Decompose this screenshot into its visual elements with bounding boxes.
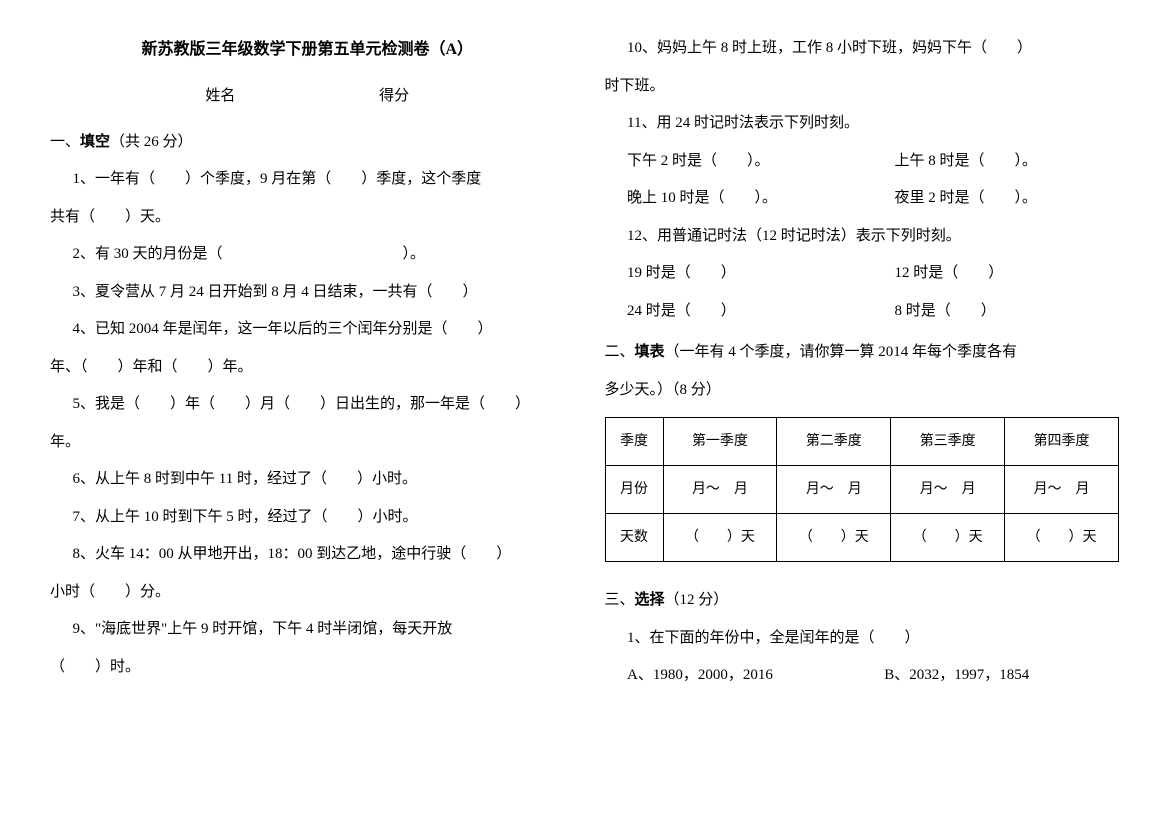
q12-row2: 24 时是（ ） 8 时是（ ） — [605, 293, 1120, 331]
q11-b: 上午 8 时是（ ）。 — [872, 143, 1037, 181]
quarter-table: 季度 第一季度 第二季度 第三季度 第四季度 月份 月～ 月 月～ 月 月～ 月… — [605, 417, 1120, 562]
left-column: 新苏教版三年级数学下册第五单元检测卷（A） 姓名 得分 一、填空（共 26 分）… — [50, 30, 565, 796]
s3-q1: 1、在下面的年份中，全是闰年的是（ ） — [605, 620, 1120, 658]
table-cell: 月～ 月 — [777, 466, 891, 514]
section3-bold: 选择 — [635, 592, 665, 608]
q3: 3、夏令营从 7 月 24 日开始到 8 月 4 日结束，一共有（ ） — [50, 274, 565, 312]
q12-b: 12 时是（ ） — [872, 255, 1003, 293]
table-cell: （ ）天 — [663, 514, 777, 562]
q11-row1: 下午 2 时是（ ）。 上午 8 时是（ ）。 — [605, 143, 1120, 181]
right-column: 10、妈妈上午 8 时上班，工作 8 小时下班，妈妈下午（ ） 时下班。 11、… — [605, 30, 1120, 796]
table-cell: （ ）天 — [777, 514, 891, 562]
q11: 11、用 24 时记时法表示下列时刻。 — [605, 105, 1120, 143]
score-label: 得分 — [379, 78, 409, 116]
section1-prefix: 一、 — [50, 134, 80, 150]
q2: 2、有 30 天的月份是（ ）。 — [50, 236, 565, 274]
section3-suffix: （12 分） — [665, 592, 729, 608]
page-container: 新苏教版三年级数学下册第五单元检测卷（A） 姓名 得分 一、填空（共 26 分）… — [50, 30, 1119, 796]
table-cell: 月～ 月 — [1005, 466, 1119, 514]
section1-suffix: （共 26 分） — [110, 134, 193, 150]
q7: 7、从上午 10 时到下午 5 时，经过了（ ）小时。 — [50, 499, 565, 537]
q11-a: 下午 2 时是（ ）。 — [605, 143, 873, 181]
table-cell: 第四季度 — [1005, 418, 1119, 466]
q9-cont: （ ）时。 — [50, 649, 565, 687]
q12-d: 8 时是（ ） — [872, 293, 996, 331]
table-cell: 月份 — [605, 466, 663, 514]
section2-bold: 填表 — [635, 344, 665, 360]
q1: 1、一年有（ ）个季度，9 月在第（ ）季度，这个季度 — [50, 161, 565, 199]
q10: 10、妈妈上午 8 时上班，工作 8 小时下班，妈妈下午（ ） — [605, 30, 1120, 68]
q5-cont: 年。 — [50, 424, 565, 462]
name-label: 姓名 — [205, 78, 235, 116]
section3-header: 三、选择（12 分） — [605, 582, 1120, 620]
table-cell: （ ）天 — [1005, 514, 1119, 562]
q12: 12、用普通记时法（12 时记时法）表示下列时刻。 — [605, 218, 1120, 256]
table-cell: 第二季度 — [777, 418, 891, 466]
section2-suffix: （一年有 4 个季度，请你算一算 2014 年每个季度各有 — [665, 344, 1018, 360]
s3-q1-options: A、1980，2000，2016 B、2032，1997，1854 — [605, 657, 1120, 695]
section1-bold: 填空 — [80, 134, 110, 150]
q11-row2: 晚上 10 时是（ ）。 夜里 2 时是（ ）。 — [605, 180, 1120, 218]
name-score-row: 姓名 得分 — [50, 78, 565, 116]
q9: 9、"海底世界"上午 9 时开馆，下午 4 时半闭馆，每天开放 — [50, 611, 565, 649]
s3-q1-optB: B、2032，1997，1854 — [862, 657, 1030, 695]
table-cell: 月～ 月 — [891, 466, 1005, 514]
section2-prefix: 二、 — [605, 344, 635, 360]
q4: 4、已知 2004 年是闰年，这一年以后的三个闰年分别是（ ） — [50, 311, 565, 349]
section3-prefix: 三、 — [605, 592, 635, 608]
q5: 5、我是（ ）年（ ）月（ ）日出生的，那一年是（ ） — [50, 386, 565, 424]
section1-header: 一、填空（共 26 分） — [50, 124, 565, 162]
table-row: 月份 月～ 月 月～ 月 月～ 月 月～ 月 — [605, 466, 1119, 514]
table-row: 天数 （ ）天 （ ）天 （ ）天 （ ）天 — [605, 514, 1119, 562]
section2-header: 二、填表（一年有 4 个季度，请你算一算 2014 年每个季度各有 — [605, 334, 1120, 372]
table-row: 季度 第一季度 第二季度 第三季度 第四季度 — [605, 418, 1119, 466]
q11-d: 夜里 2 时是（ ）。 — [872, 180, 1037, 218]
q8-cont: 小时（ ）分。 — [50, 574, 565, 612]
table-cell: 第三季度 — [891, 418, 1005, 466]
table-cell: （ ）天 — [891, 514, 1005, 562]
table-cell: 天数 — [605, 514, 663, 562]
table-cell: 季度 — [605, 418, 663, 466]
s3-q1-optA: A、1980，2000，2016 — [605, 657, 862, 695]
q1-cont: 共有（ ）天。 — [50, 199, 565, 237]
table-cell: 第一季度 — [663, 418, 777, 466]
q8: 8、火车 14：00 从甲地开出，18：00 到达乙地，途中行驶（ ） — [50, 536, 565, 574]
table-cell: 月～ 月 — [663, 466, 777, 514]
q12-a: 19 时是（ ） — [605, 255, 873, 293]
section2-cont: 多少天。）（8 分） — [605, 372, 1120, 410]
q6: 6、从上午 8 时到中午 11 时，经过了（ ）小时。 — [50, 461, 565, 499]
q11-c: 晚上 10 时是（ ）。 — [605, 180, 873, 218]
exam-title: 新苏教版三年级数学下册第五单元检测卷（A） — [50, 30, 565, 70]
q4-cont: 年、（ ）年和（ ）年。 — [50, 349, 565, 387]
q12-row1: 19 时是（ ） 12 时是（ ） — [605, 255, 1120, 293]
q10-cont: 时下班。 — [605, 68, 1120, 106]
q12-c: 24 时是（ ） — [605, 293, 873, 331]
